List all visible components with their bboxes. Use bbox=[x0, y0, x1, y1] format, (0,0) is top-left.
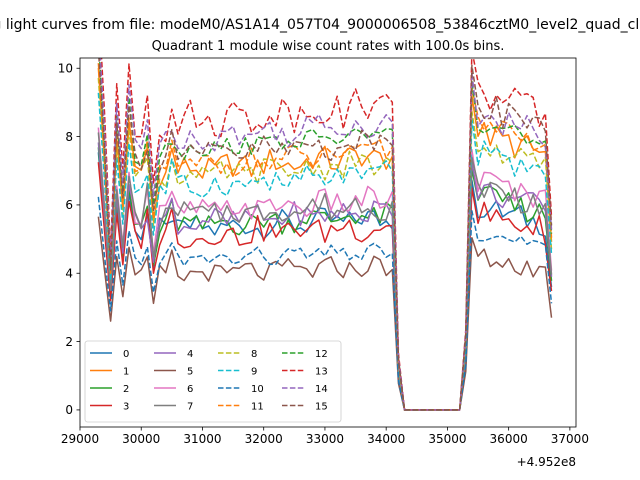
y-tick-label: 8 bbox=[65, 130, 73, 144]
series-line-13 bbox=[100, 58, 553, 411]
x-tick-label: 35000 bbox=[428, 432, 466, 446]
series-lines bbox=[97, 58, 553, 411]
x-tick-label: 33000 bbox=[306, 432, 344, 446]
legend-label-13: 13 bbox=[315, 366, 328, 377]
x-offset-label: +4.952e8 bbox=[517, 455, 576, 469]
legend-label-9: 9 bbox=[251, 366, 257, 377]
x-tick-label: 31000 bbox=[183, 432, 221, 446]
series-line-11 bbox=[97, 63, 553, 411]
series-line-5 bbox=[97, 216, 553, 411]
legend-box bbox=[84, 340, 342, 423]
x-tick-label: 29000 bbox=[61, 432, 99, 446]
plot-area bbox=[97, 58, 553, 411]
figure-suptitle: Plotting light curves from file: modeM0/… bbox=[0, 17, 640, 33]
y-tick-label: 10 bbox=[58, 62, 73, 76]
series-line-3 bbox=[97, 162, 553, 411]
series-line-15 bbox=[98, 58, 553, 411]
legend-label-14: 14 bbox=[315, 384, 328, 395]
y-tick-label: 0 bbox=[65, 403, 73, 417]
chart-title: Quadrant 1 module wise count rates with … bbox=[152, 39, 505, 54]
x-tick-label: 37000 bbox=[551, 432, 589, 446]
x-tick-label: 36000 bbox=[490, 432, 528, 446]
series-line-7 bbox=[97, 132, 553, 411]
axes-frame bbox=[79, 57, 577, 428]
legend-label-4: 4 bbox=[187, 349, 193, 360]
legend-label-7: 7 bbox=[187, 401, 193, 412]
series-line-10 bbox=[97, 196, 553, 411]
legend-label-8: 8 bbox=[251, 349, 257, 360]
axes-border bbox=[79, 57, 577, 428]
x-tick-label: 32000 bbox=[245, 432, 283, 446]
y-tick-label: 4 bbox=[65, 267, 73, 281]
series-line-9 bbox=[97, 92, 553, 411]
legend-label-6: 6 bbox=[187, 384, 193, 395]
legend-label-11: 11 bbox=[251, 401, 264, 412]
legend-label-1: 1 bbox=[123, 366, 129, 377]
x-axis: 29000 30000 31000 32000 33000 34000 35000 36000… bbox=[61, 427, 589, 446]
y-tick-label: 2 bbox=[65, 335, 73, 349]
legend-label-5: 5 bbox=[187, 366, 193, 377]
legend-label-3: 3 bbox=[123, 401, 129, 412]
series-line-8 bbox=[97, 77, 553, 411]
x-tick-label: 30000 bbox=[122, 432, 160, 446]
legend-label-10: 10 bbox=[251, 384, 264, 395]
x-tick-label: 34000 bbox=[367, 432, 405, 446]
y-axis: 0 2 4 6 8 10 bbox=[58, 62, 80, 417]
legend-label-0: 0 bbox=[123, 349, 129, 360]
legend-label-15: 15 bbox=[315, 401, 328, 412]
legend-label-2: 2 bbox=[123, 384, 129, 395]
legend-label-12: 12 bbox=[315, 349, 328, 360]
y-tick-label: 6 bbox=[65, 198, 73, 212]
